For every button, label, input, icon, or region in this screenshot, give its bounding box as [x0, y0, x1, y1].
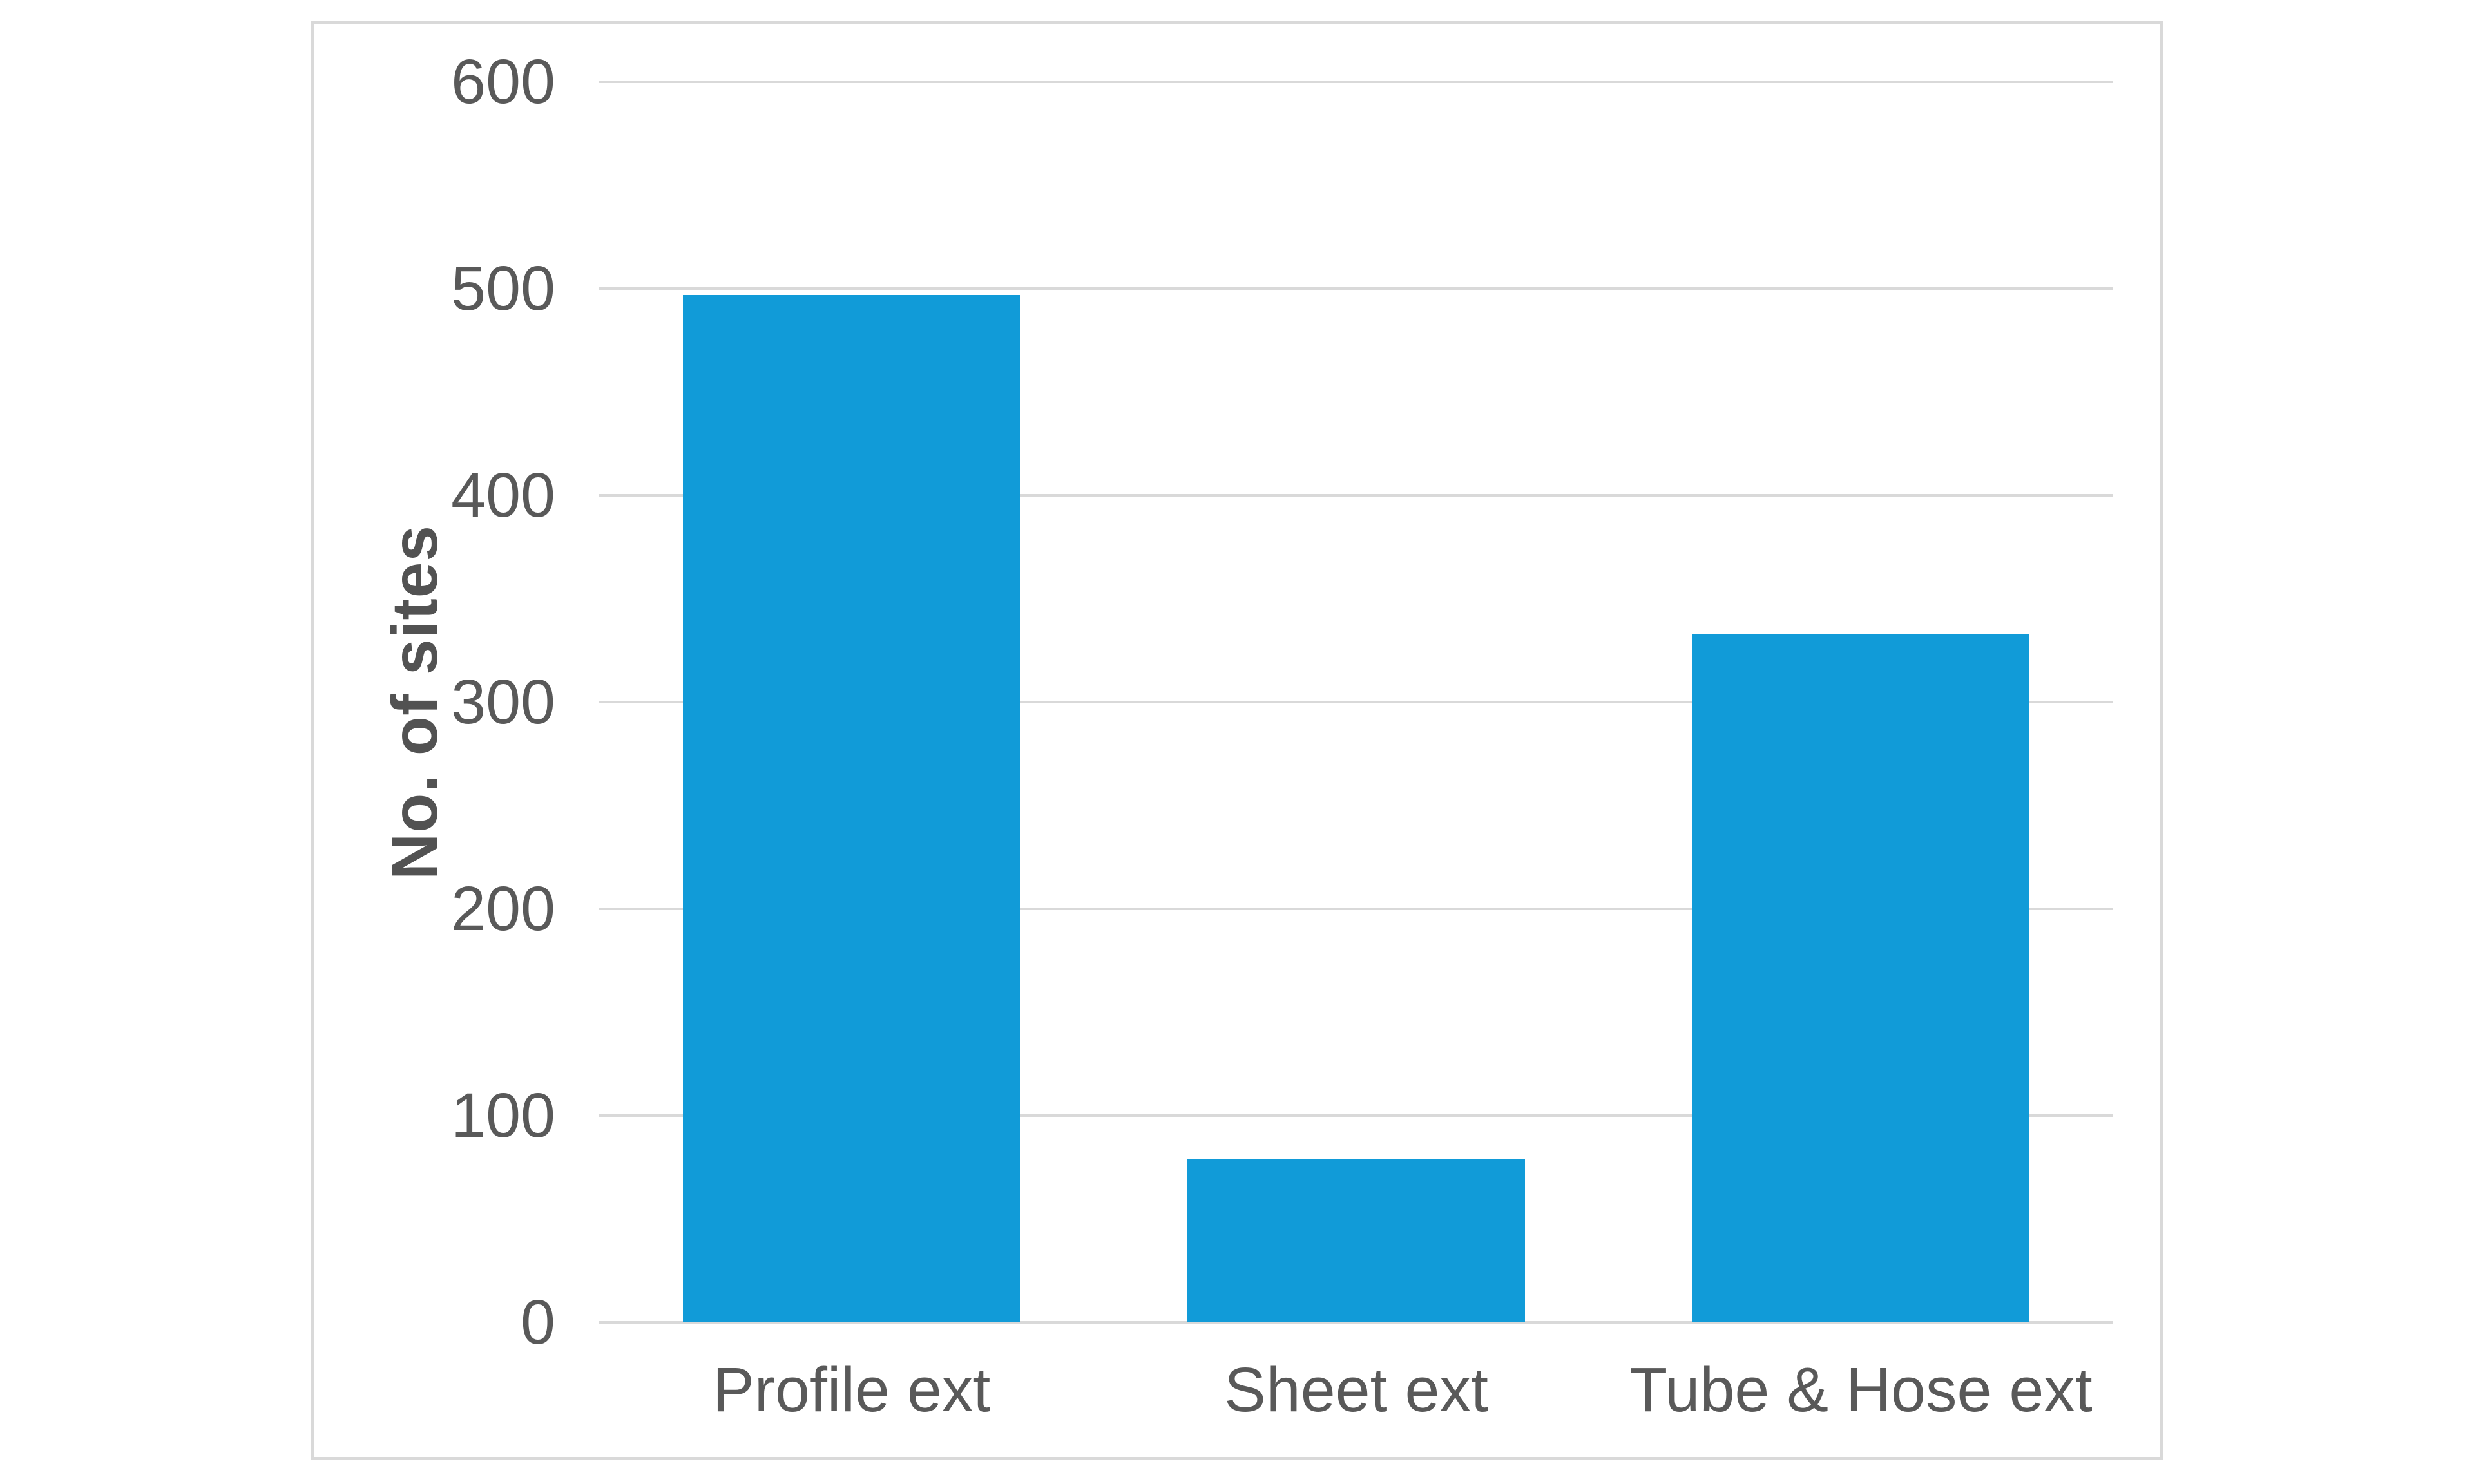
y-tick-label-0: 0: [521, 1287, 555, 1357]
bar-sheet-ext: [1187, 1159, 1525, 1322]
y-axis-tick-labels: 0 100 200 300 400 500 600: [314, 46, 555, 1357]
gridline-600: [599, 81, 2113, 83]
gridline-100: [599, 1114, 2113, 1117]
y-tick-label-500: 500: [451, 252, 555, 323]
chart-frame: No. of sites 0 100 200 300 400 500 600 Profile…: [311, 21, 2163, 1460]
gridline-500: [599, 287, 2113, 290]
category-cell-2: [1609, 82, 2113, 1322]
category-cell-1: [1104, 82, 1608, 1322]
y-tick-label-300: 300: [451, 667, 555, 737]
bar-series: [599, 82, 2113, 1322]
bar-profile-ext: [683, 294, 1021, 1322]
category-cell-0: [599, 82, 1104, 1322]
y-tick-label-600: 600: [451, 46, 555, 117]
y-tick-label-200: 200: [451, 873, 555, 944]
x-axis-category-labels: Profile ext Sheet ext Tube & Hose ext: [599, 1348, 2113, 1432]
plot-area: [599, 81, 2113, 1324]
bar-tube-hose-ext: [1692, 634, 2029, 1322]
gridline-200: [599, 907, 2113, 910]
x-category-label-1: Sheet ext: [1224, 1355, 1488, 1425]
y-tick-label-400: 400: [451, 459, 555, 530]
y-tick-label-100: 100: [451, 1080, 555, 1150]
gridline-0: [599, 1321, 2113, 1324]
gridline-300: [599, 701, 2113, 703]
x-category-label-2: Tube & Hose ext: [1629, 1355, 2093, 1425]
gridline-400: [599, 493, 2113, 497]
x-category-label-0: Profile ext: [713, 1355, 991, 1425]
